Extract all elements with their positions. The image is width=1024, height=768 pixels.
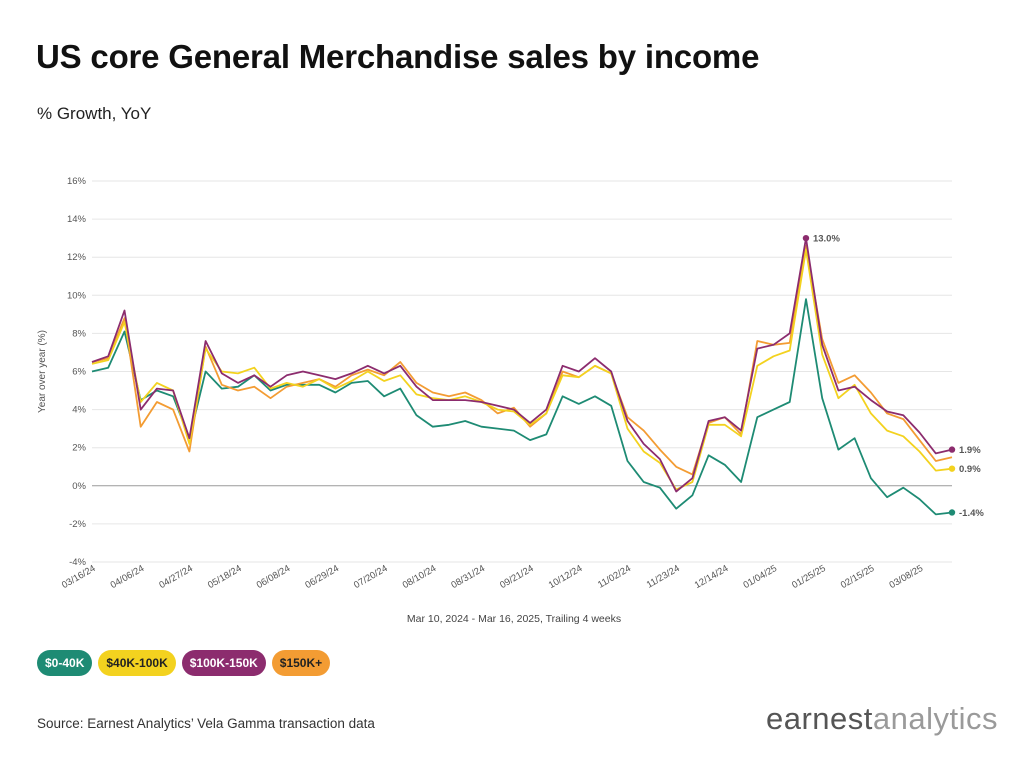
x-tick-label: 02/15/25 <box>839 563 877 591</box>
y-tick-label: 0% <box>72 481 86 492</box>
legend-item: $40K-100K <box>98 650 176 676</box>
y-tick-label: 4% <box>72 405 86 416</box>
x-tick-label: 11/02/24 <box>596 563 633 591</box>
legend-item: $0-40K <box>37 650 93 676</box>
series-line--100k-150k <box>91 237 953 493</box>
x-tick-label: 05/18/24 <box>206 563 244 591</box>
chart-title: US core General Merchandise sales by inc… <box>36 38 760 75</box>
end-point-marker <box>948 509 956 516</box>
x-tick-label: 08/10/24 <box>401 563 439 591</box>
y-tick-label: 8% <box>72 328 86 339</box>
x-tick-label: 03/08/25 <box>888 563 926 591</box>
end-point-marker <box>948 465 956 472</box>
chart-subtitle: % Growth, YoY <box>37 104 152 123</box>
y-tick-label: 12% <box>67 252 87 263</box>
line-chart: -4% -2% 0% 2% 4% 6% 8% 10% 12% 14% 16% Year over ye… <box>37 176 984 625</box>
y-tick-label: -4% <box>69 557 86 568</box>
x-tick-label: 06/29/24 <box>303 563 341 591</box>
end-value-label: 0.9% <box>959 464 981 475</box>
x-tick-label: 04/06/24 <box>109 563 147 591</box>
x-tick-label: 01/25/25 <box>790 563 828 591</box>
y-tick-label: 2% <box>72 443 86 454</box>
x-tick-label: 01/04/25 <box>741 563 779 591</box>
logo-word-earnest: earnest <box>765 701 873 736</box>
series-line--150k- <box>91 244 953 476</box>
legend-item: $100K-150K <box>181 650 266 676</box>
x-tick-label: 11/23/24 <box>645 563 682 591</box>
legend-item: $150K+ <box>271 650 331 676</box>
y-tick-label: 16% <box>67 176 87 187</box>
x-tick-label: 09/21/24 <box>498 563 536 591</box>
series-line--0-40k <box>91 298 953 516</box>
y-axis-title: Year over year (%) <box>37 330 48 413</box>
x-tick-label: 08/31/24 <box>449 563 487 591</box>
end-point-marker <box>948 446 956 453</box>
logo-word-analytics: analytics <box>872 701 998 736</box>
y-tick-label: 14% <box>67 214 87 225</box>
x-tick-label: 07/20/24 <box>352 563 390 591</box>
x-tick-label: 06/08/24 <box>255 563 293 591</box>
legend: $0-40K $40K-100K $100K-150K $150K+ <box>37 650 331 676</box>
source-note: Source: Earnest Analytics’ Vela Gamma tr… <box>37 716 375 731</box>
y-tick-label: 6% <box>72 367 86 378</box>
end-value-label: -1.4% <box>959 508 984 519</box>
series-line--40k-100k <box>91 248 953 491</box>
y-tick-label: 10% <box>67 290 87 301</box>
x-tick-label: 10/12/24 <box>547 563 585 591</box>
end-value-label: 1.9% <box>959 445 981 456</box>
x-tick-label: 04/27/24 <box>157 563 195 591</box>
peak-value-label: 13.0% <box>813 234 840 245</box>
peak-point-marker <box>802 234 810 242</box>
y-tick-label: -2% <box>69 519 86 530</box>
x-axis-title: Mar 10, 2024 - Mar 16, 2025, Trailing 4 … <box>407 613 621 625</box>
brand-logo: earnestanalytics <box>766 701 998 737</box>
x-tick-label: 12/14/24 <box>693 563 731 591</box>
